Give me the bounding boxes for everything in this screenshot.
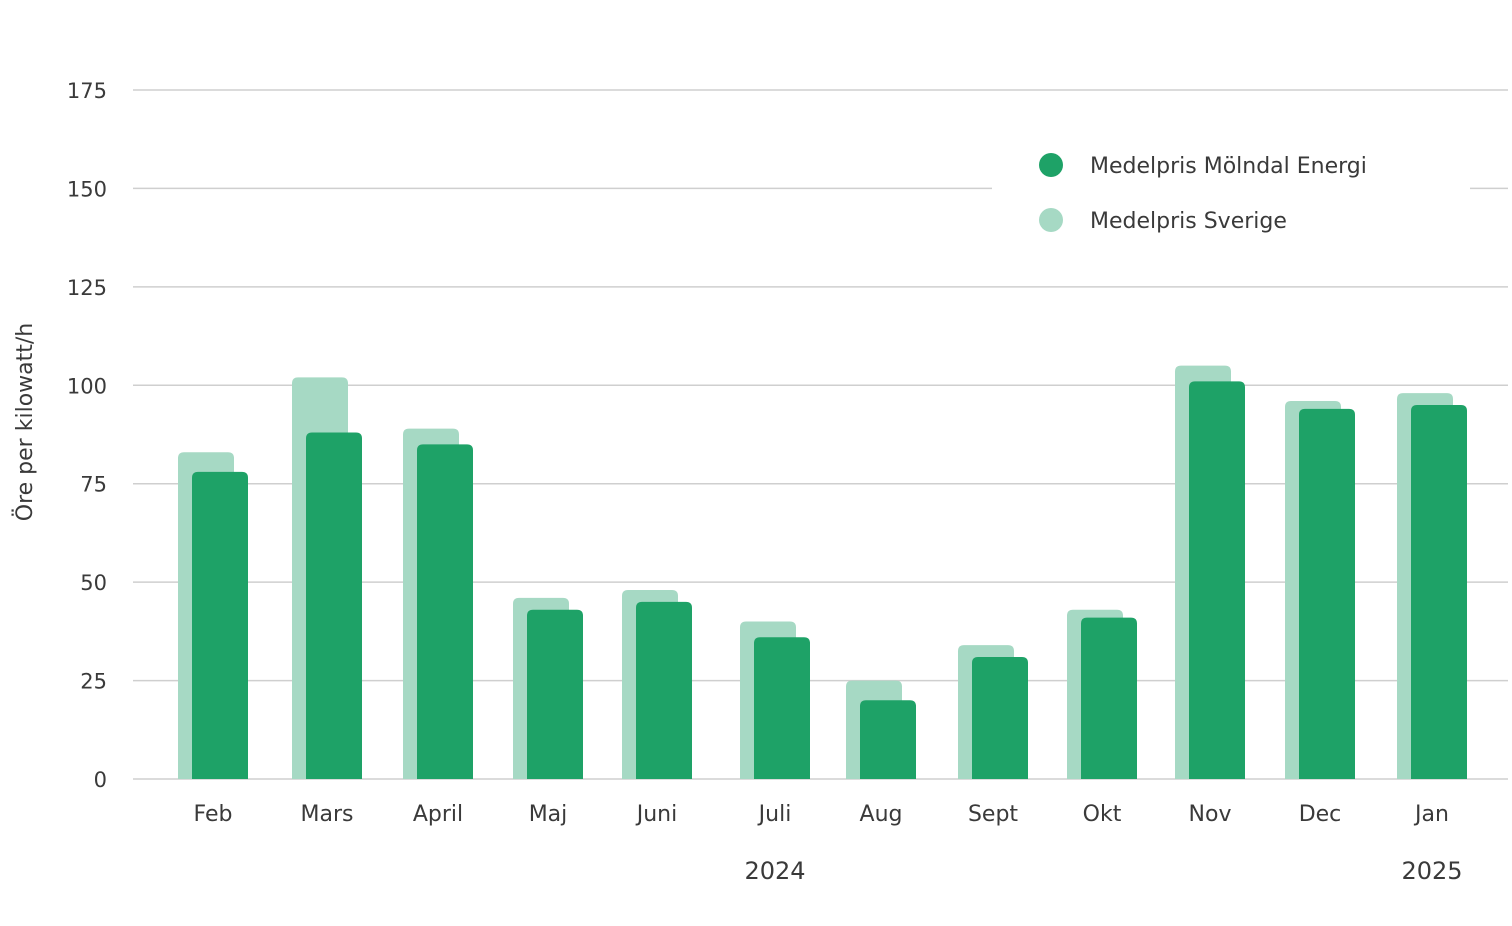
x-category-label: Sept (968, 802, 1018, 827)
bar-feb-molndal (192, 471, 248, 779)
bar-nov-molndal (1189, 381, 1245, 779)
x-category-label: Dec (1299, 802, 1342, 827)
x-axis-year-labels: 2024 2025 (744, 857, 1462, 885)
bar-sept-molndal (972, 656, 1028, 779)
x-year-label: 2025 (1401, 857, 1462, 885)
bar-jan-molndal (1411, 404, 1467, 779)
bars (178, 365, 1467, 779)
bar-juli-molndal (754, 637, 810, 779)
y-tick-label: 0 (94, 768, 107, 792)
legend-swatch (1039, 153, 1063, 177)
x-category-label: Okt (1083, 802, 1122, 827)
x-category-label: Juli (757, 802, 792, 827)
bar-april-molndal (417, 444, 473, 779)
y-tick-label: 25 (80, 670, 107, 694)
gridlines (133, 89, 1508, 780)
x-category-label: Maj (529, 802, 568, 827)
x-category-label: Juni (635, 802, 678, 827)
bar-okt-molndal (1081, 617, 1137, 779)
x-category-label: Jan (1413, 802, 1449, 827)
y-tick-label: 150 (67, 177, 107, 201)
legend-label: Medelpris Sverige (1090, 209, 1287, 234)
x-category-label: Aug (860, 802, 903, 827)
x-year-label: 2024 (744, 857, 805, 885)
bar-juni-molndal (636, 601, 692, 779)
y-tick-label: 125 (67, 276, 107, 300)
y-tick-label: 100 (67, 374, 107, 398)
x-category-label: Nov (1189, 802, 1232, 827)
y-tick-label: 50 (80, 571, 107, 595)
bar-maj-molndal (527, 609, 583, 779)
legend-swatch (1039, 208, 1063, 232)
y-axis-ticks: 0 25 50 75 100 125 150 175 (67, 79, 107, 792)
bar-mars-molndal (306, 432, 362, 779)
x-category-label: Feb (194, 802, 233, 827)
x-category-label: Mars (301, 802, 354, 827)
bar-aug-molndal (860, 700, 916, 779)
y-axis-title: Öre per kilowatt/h (12, 323, 38, 521)
bar-dec-molndal (1299, 408, 1355, 779)
x-category-label: April (413, 802, 463, 827)
y-tick-label: 75 (80, 473, 107, 497)
legend-label: Medelpris Mölndal Energi (1090, 154, 1367, 179)
legend-background (992, 130, 1470, 250)
legend: Medelpris Mölndal Energi Medelpris Sverig… (992, 130, 1470, 250)
y-tick-label: 175 (67, 79, 107, 103)
x-axis-category-labels: Feb Mars April Maj Juni Juli Aug Sept Okt Nov Dec J… (194, 802, 1449, 827)
